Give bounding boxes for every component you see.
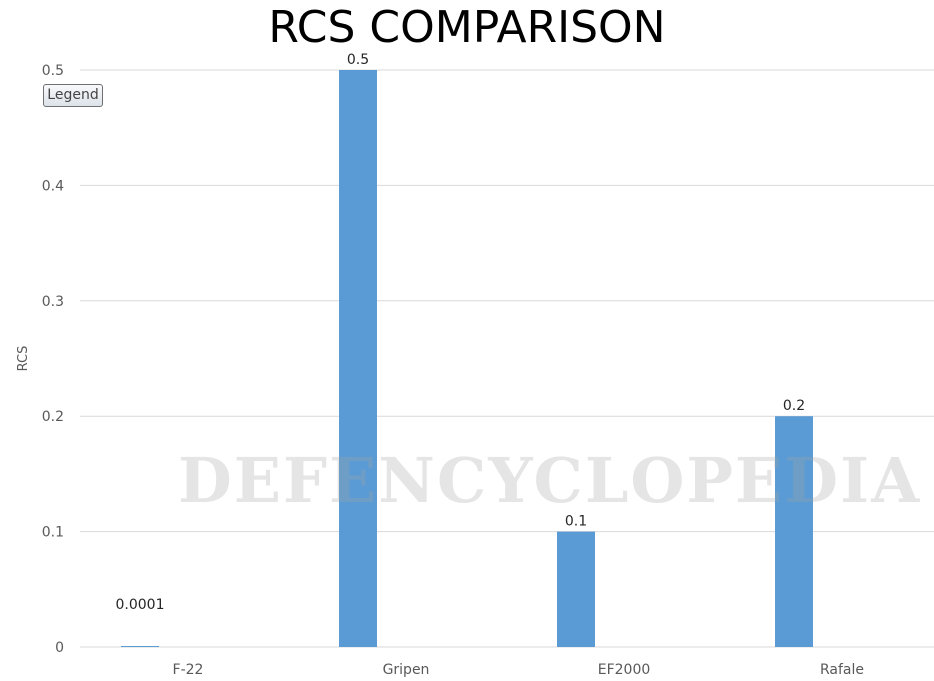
data-label: 0.5 bbox=[347, 52, 369, 68]
watermark: DEFENCYCLOPEDIA bbox=[178, 444, 922, 517]
y-tick-label: 0.5 bbox=[42, 63, 64, 79]
bar-ef2000 bbox=[557, 531, 595, 647]
data-label: 0.0001 bbox=[116, 597, 165, 613]
legend-button[interactable]: Legend bbox=[43, 84, 103, 107]
bar-gripen bbox=[339, 70, 377, 647]
bar-rafale bbox=[775, 416, 813, 647]
y-axis-label: RCS bbox=[16, 346, 31, 372]
chart-title: RCS COMPARISON bbox=[268, 2, 666, 53]
y-tick-label: 0.3 bbox=[42, 294, 64, 310]
x-tick-label: Gripen bbox=[383, 662, 430, 678]
bar-f-22 bbox=[121, 646, 159, 647]
y-tick-label: 0.1 bbox=[42, 525, 64, 541]
data-label: 0.2 bbox=[783, 398, 805, 414]
data-label: 0.1 bbox=[565, 514, 587, 530]
y-tick-label: 0 bbox=[55, 640, 64, 656]
x-tick-label: F-22 bbox=[173, 662, 204, 678]
y-tick-label: 0.2 bbox=[42, 409, 64, 425]
y-tick-label: 0.4 bbox=[42, 178, 64, 194]
x-tick-label: EF2000 bbox=[598, 662, 651, 678]
x-tick-label: Rafale bbox=[820, 662, 864, 678]
